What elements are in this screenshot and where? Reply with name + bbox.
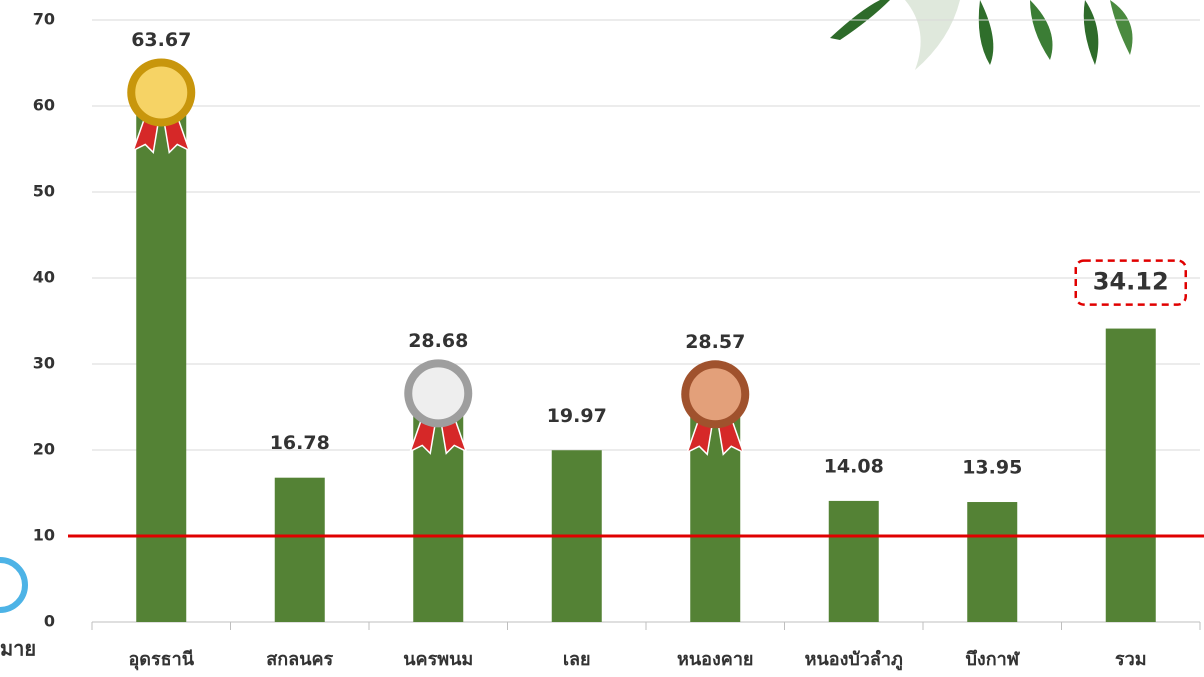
value-label: 19.97 bbox=[547, 405, 607, 427]
bar bbox=[967, 502, 1017, 622]
y-tick-label: 70 bbox=[33, 10, 55, 29]
y-tick-label: 10 bbox=[33, 526, 55, 545]
x-tick-label: หนองบัวลำภู bbox=[805, 649, 903, 671]
value-label: 34.12 bbox=[1093, 268, 1169, 296]
bar bbox=[136, 74, 186, 622]
leaf-decoration bbox=[830, 0, 1133, 70]
bar bbox=[275, 478, 325, 622]
x-tick-label: อุดรธานี bbox=[128, 649, 194, 671]
x-tick-label: รวม bbox=[1115, 649, 1147, 670]
bar bbox=[1106, 329, 1156, 622]
y-tick-label: 60 bbox=[33, 96, 55, 115]
value-label: 28.57 bbox=[685, 331, 745, 353]
y-tick-label: 40 bbox=[33, 268, 55, 287]
y-tick-label: 30 bbox=[33, 354, 55, 373]
x-tick-label: สกลนคร bbox=[266, 649, 333, 670]
target-icon bbox=[0, 560, 25, 610]
medal-face bbox=[411, 366, 465, 420]
x-tick-label: เลย bbox=[563, 649, 591, 670]
x-tick-label: นครพนม bbox=[403, 649, 473, 670]
x-tick-label: บึงกาฬ bbox=[965, 649, 1020, 670]
y-tick-label: 50 bbox=[33, 182, 55, 201]
medal-face bbox=[688, 367, 742, 421]
target-label: มาย bbox=[0, 637, 36, 661]
y-tick-label: 0 bbox=[44, 612, 55, 631]
x-tick-label: หนองคาย bbox=[677, 649, 753, 670]
value-label: 16.78 bbox=[270, 432, 330, 454]
chart: 0 10 20 30 40 50 60 70 อุดรธานี 63.67 สกลนคร 16.78 น… bbox=[0, 0, 1204, 677]
bar bbox=[829, 501, 879, 622]
y-tick-label: 20 bbox=[33, 440, 55, 459]
value-label: 13.95 bbox=[962, 457, 1022, 479]
value-label: 14.08 bbox=[824, 455, 884, 477]
value-label: 28.68 bbox=[408, 330, 468, 352]
value-label: 63.67 bbox=[131, 29, 191, 51]
medal-face bbox=[134, 65, 188, 119]
